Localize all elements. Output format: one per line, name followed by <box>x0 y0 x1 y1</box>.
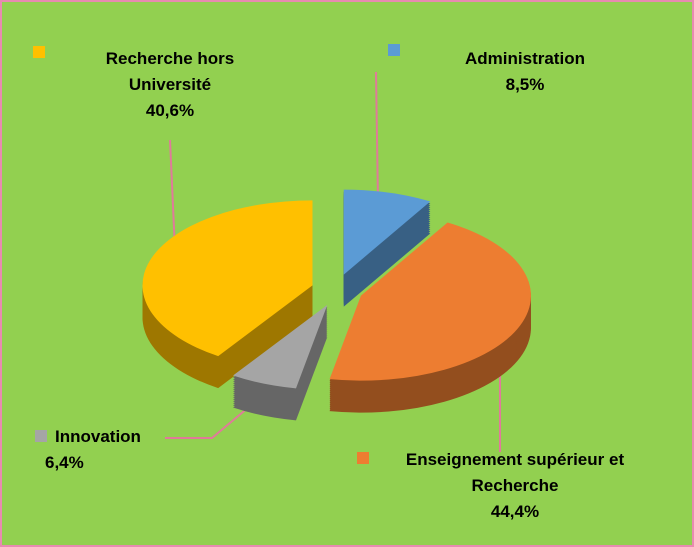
value-label: 44,4% <box>490 502 540 521</box>
slice <box>233 304 328 389</box>
legend-marker <box>33 46 45 58</box>
value-label: 40,6% <box>145 101 195 120</box>
category-label: Enseignement supérieur et Recherche <box>405 450 625 495</box>
slice-label: Innovation 6,4% <box>45 424 165 476</box>
category-label: Recherche hors Université <box>105 49 235 94</box>
slice-label: Recherche hors Université 40,6% <box>70 46 270 124</box>
slice <box>343 189 431 275</box>
category-label: Administration <box>465 49 585 68</box>
slice-label: Administration 8,5% <box>420 46 630 98</box>
legend-marker <box>357 452 369 464</box>
slice <box>329 222 531 381</box>
value-label: 6,4% <box>45 453 84 472</box>
slice <box>142 200 313 357</box>
legend-marker <box>35 430 47 442</box>
leader-line <box>375 71 379 203</box>
value-label: 8,5% <box>505 75 545 94</box>
slice-label: Enseignement supérieur et Recherche 44,4% <box>380 447 650 525</box>
category-label: Innovation <box>55 427 141 446</box>
leader-line <box>169 139 176 251</box>
legend-marker <box>388 44 400 56</box>
